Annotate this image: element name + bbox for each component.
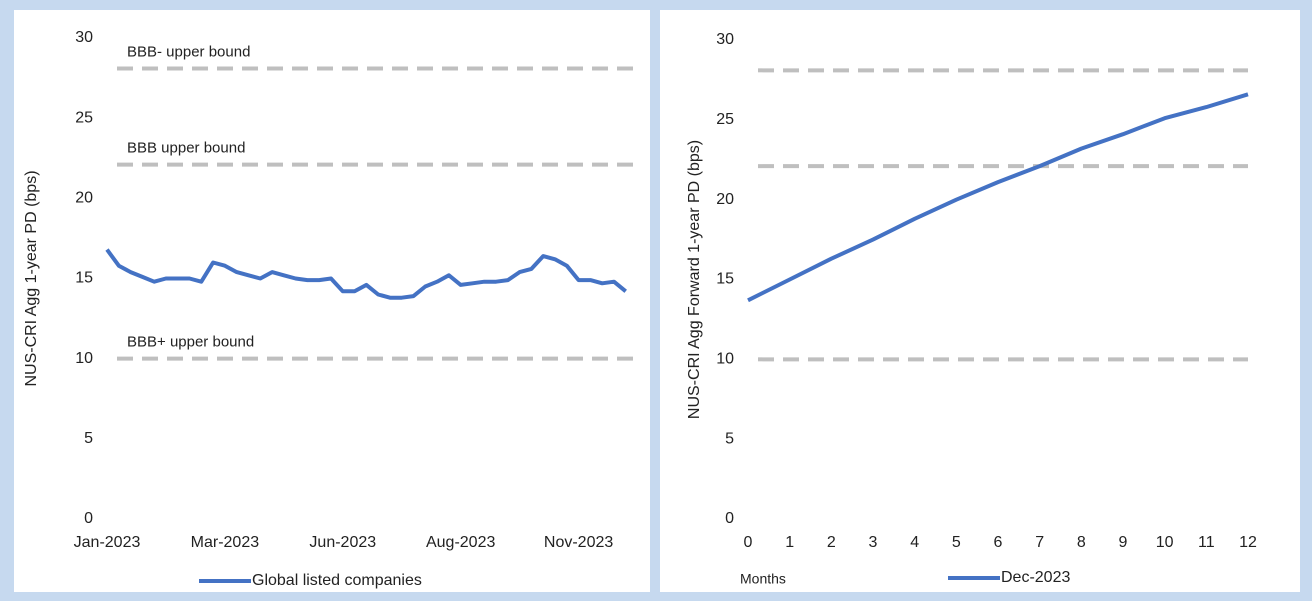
data-line <box>747 92 1249 303</box>
x-axis-label: Months <box>740 571 786 587</box>
x-tick-label: 6 <box>994 534 1003 551</box>
y-tick-label: 15 <box>75 270 93 287</box>
x-tick-label: 3 <box>869 534 878 551</box>
y-tick-label: 25 <box>75 109 93 126</box>
reference-label: BBB upper bound <box>127 140 245 157</box>
x-tick-label: 12 <box>1239 534 1257 551</box>
legend-label: Dec-2023 <box>1001 569 1070 586</box>
x-tick-label: 7 <box>1035 534 1044 551</box>
x-tick-label: 0 <box>744 534 753 551</box>
x-tick-label: 2 <box>827 534 836 551</box>
x-tick-label: 8 <box>1077 534 1086 551</box>
y-axis-label: NUS-CRI Agg 1-year PD (bps) <box>23 170 40 386</box>
y-tick-label: 20 <box>75 190 93 207</box>
x-tick-label: Jun-2023 <box>309 534 376 551</box>
y-tick-label: 0 <box>84 510 93 527</box>
y-axis-label: NUS-CRI Agg Forward 1-year PD (bps) <box>686 140 703 419</box>
y-tick-label: 10 <box>75 350 93 367</box>
data-line <box>105 248 627 300</box>
x-tick-label: Mar-2023 <box>191 534 260 551</box>
x-tick-label: 5 <box>952 534 961 551</box>
y-tick-label: 5 <box>84 430 93 447</box>
x-tick-label: 4 <box>910 534 919 551</box>
y-tick-label: 0 <box>725 510 734 527</box>
y-tick-label: 30 <box>716 31 734 48</box>
x-tick-label: Nov-2023 <box>544 534 613 551</box>
x-tick-label: 9 <box>1119 534 1128 551</box>
x-tick-label: 10 <box>1156 534 1174 551</box>
reference-label: BBB+ upper bound <box>127 334 254 351</box>
y-tick-label: 20 <box>716 191 734 208</box>
x-tick-label: 11 <box>1198 534 1215 551</box>
y-tick-label: 25 <box>716 111 734 128</box>
legend-label: Global listed companies <box>252 572 422 589</box>
y-tick-label: 15 <box>716 271 734 288</box>
x-tick-label: Jan-2023 <box>74 534 141 551</box>
y-tick-label: 30 <box>75 29 93 46</box>
panel <box>660 10 1300 592</box>
x-tick-label: 1 <box>785 534 794 551</box>
y-tick-label: 5 <box>725 430 734 447</box>
x-tick-label: Aug-2023 <box>426 534 495 551</box>
reference-label: BBB- upper bound <box>127 43 250 60</box>
y-tick-label: 10 <box>716 351 734 368</box>
panel <box>14 10 650 592</box>
